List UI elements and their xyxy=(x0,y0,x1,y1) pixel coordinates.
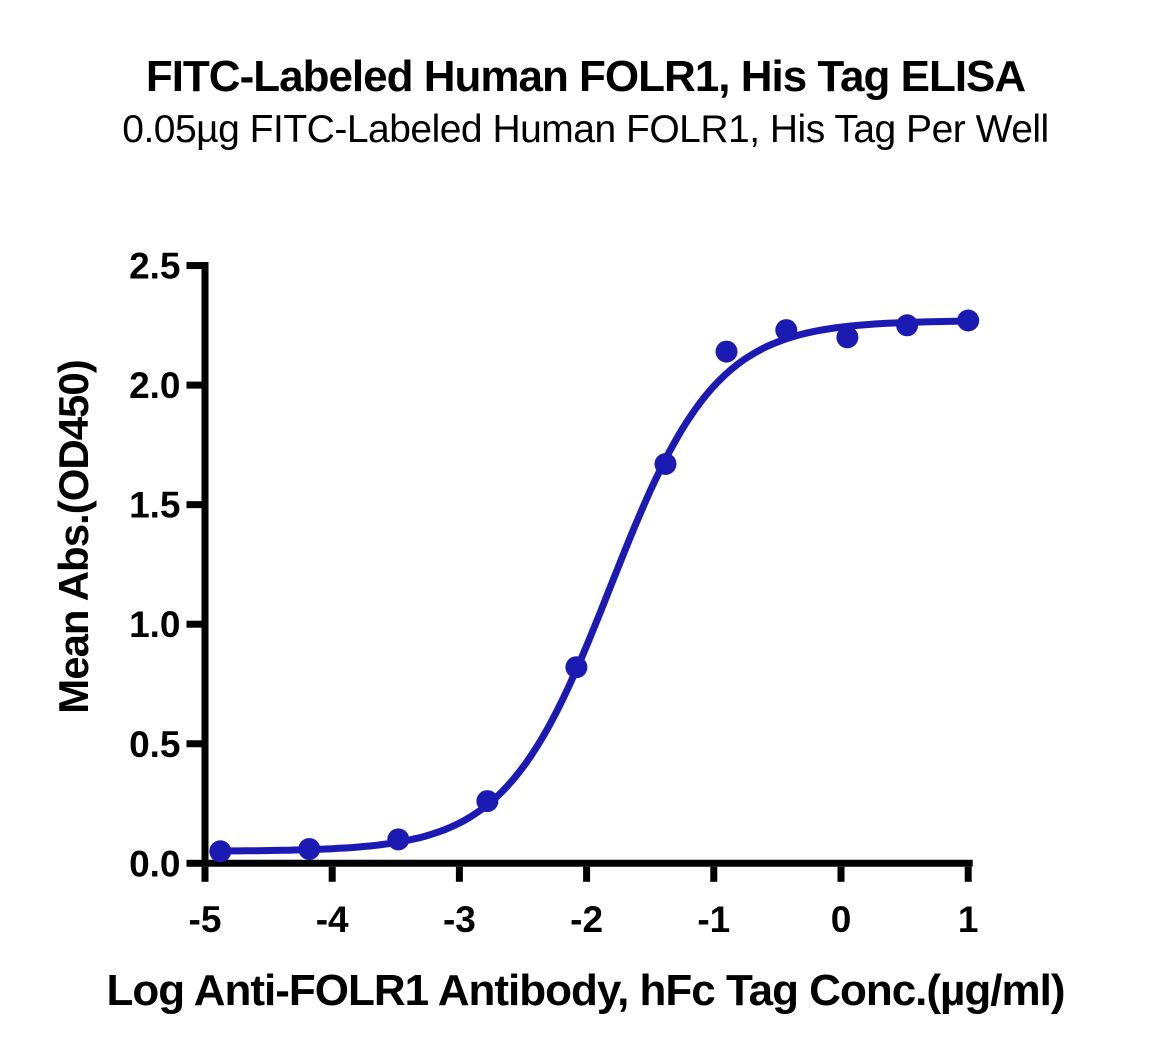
data-point xyxy=(836,326,859,349)
x-tick-label: -3 xyxy=(443,899,476,940)
data-point xyxy=(476,790,499,813)
y-tick-label: 0.0 xyxy=(129,843,180,884)
y-tick-label: 2.0 xyxy=(129,365,180,406)
data-point xyxy=(715,340,738,363)
chart-subtitle: 0.05µg FITC-Labeled Human FOLR1, His Tag… xyxy=(122,108,1049,151)
data-point xyxy=(775,319,798,342)
data-point xyxy=(209,840,232,863)
y-tick-label: 0.5 xyxy=(129,724,180,765)
y-tick-label: 1.5 xyxy=(129,485,180,526)
y-tick-label: 1.0 xyxy=(129,604,180,645)
y-tick-label: 2.5 xyxy=(129,246,180,287)
data-point xyxy=(896,314,919,337)
data-point xyxy=(654,453,677,475)
data-point xyxy=(387,828,410,851)
x-tick-label: -2 xyxy=(570,899,603,940)
chart-title: FITC-Labeled Human FOLR1, His Tag ELISA xyxy=(145,52,1026,101)
x-tick-label: -1 xyxy=(697,899,730,940)
data-point xyxy=(565,656,588,679)
fit-curve xyxy=(216,317,972,855)
data-point xyxy=(957,309,980,332)
x-tick-label: 0 xyxy=(831,899,852,940)
x-tick-label: 1 xyxy=(958,899,979,940)
x-tick-label: -4 xyxy=(316,899,349,940)
x-axis-label: Log Anti-FOLR1 Antibody, hFc Tag Conc.(µ… xyxy=(106,966,1066,1015)
x-tick-label: -5 xyxy=(189,899,222,940)
data-point xyxy=(298,838,321,860)
